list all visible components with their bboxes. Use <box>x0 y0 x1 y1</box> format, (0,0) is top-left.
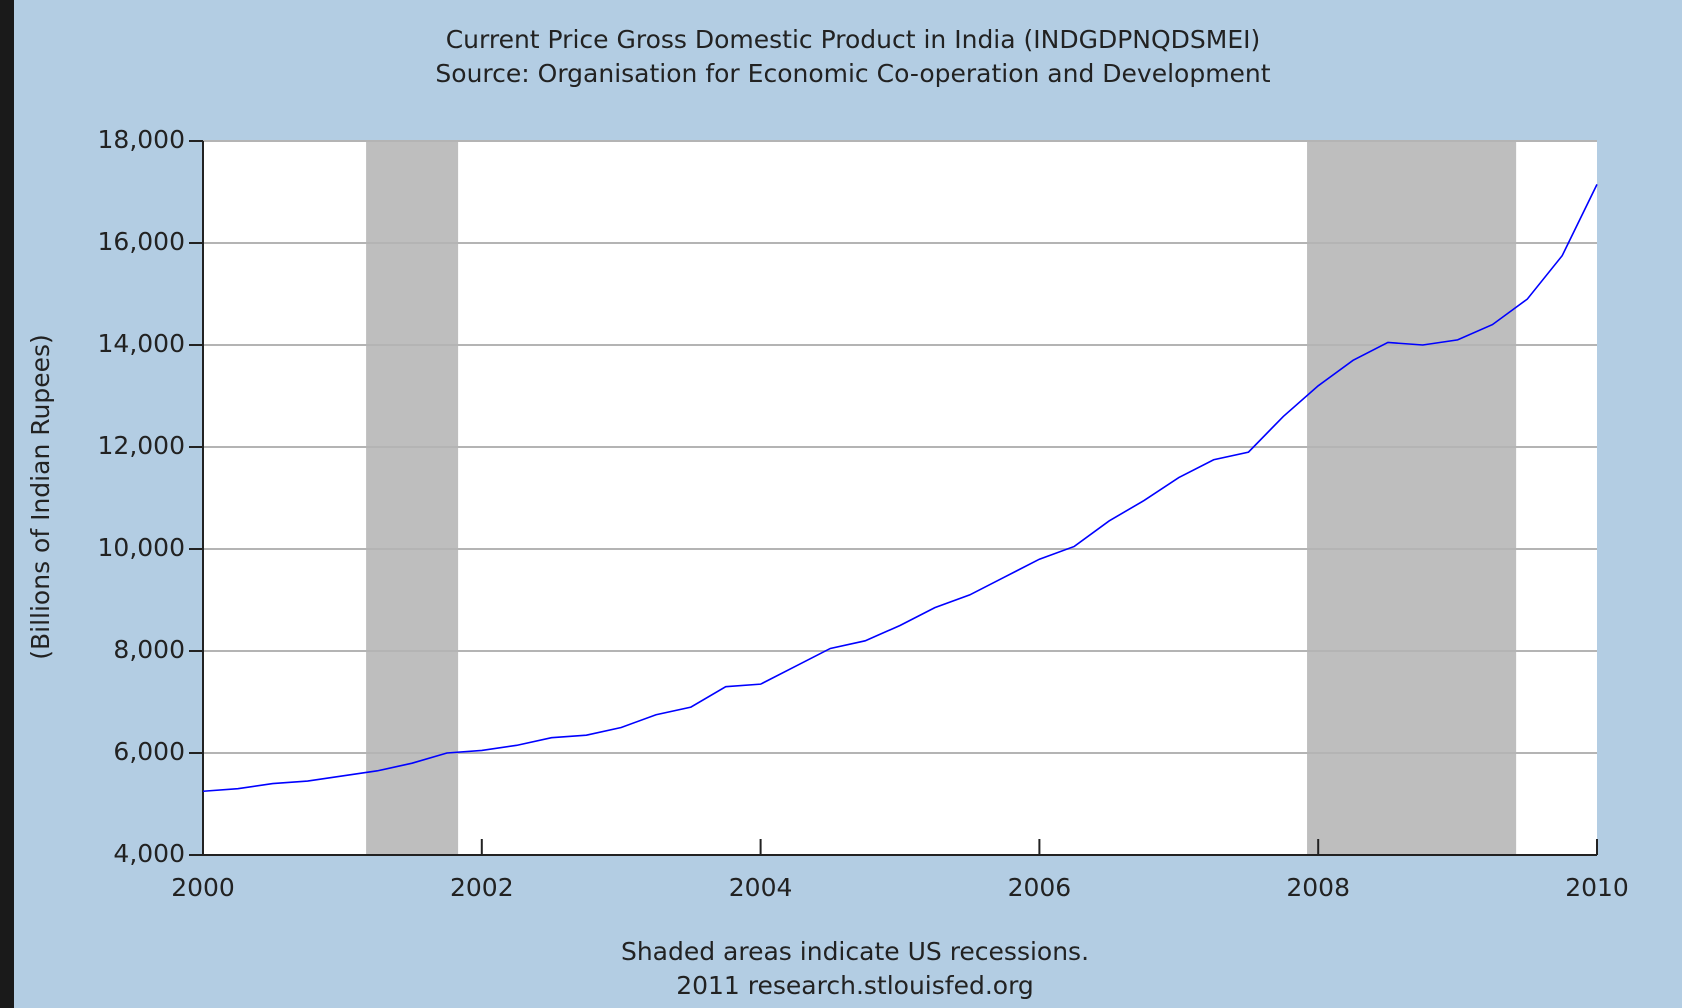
x-tick-label: 2010 <box>1565 873 1629 902</box>
data-line <box>202 183 1598 793</box>
recession-shade <box>1307 141 1517 855</box>
x-tick-label: 2000 <box>171 873 235 902</box>
y-tick-label: 6,000 <box>113 737 185 766</box>
x-tick-label: 2008 <box>1286 873 1350 902</box>
y-axis-label: (Billions of Indian Rupees) <box>26 334 55 660</box>
recession-shade <box>366 141 459 855</box>
x-tick-label: 2004 <box>729 873 793 902</box>
source: 2011 research.stlouisfed.org <box>676 971 1034 1000</box>
y-tick-label: 8,000 <box>113 635 185 664</box>
left-border <box>0 0 14 1008</box>
x-tick-label: 2002 <box>450 873 514 902</box>
chart-title: Current Price Gross Domestic Product in … <box>446 25 1261 54</box>
y-tick-label: 16,000 <box>98 227 185 256</box>
y-tick-label: 14,000 <box>98 329 185 358</box>
footnote: Shaded areas indicate US recessions. <box>621 937 1089 966</box>
y-tick-label: 10,000 <box>98 533 185 562</box>
x-tick-label: 2006 <box>1008 873 1072 902</box>
y-tick-label: 4,000 <box>113 839 185 868</box>
y-tick-label: 12,000 <box>98 431 185 460</box>
chart-subtitle: Source: Organisation for Economic Co-ope… <box>435 59 1270 88</box>
y-tick-label: 18,000 <box>98 125 185 154</box>
